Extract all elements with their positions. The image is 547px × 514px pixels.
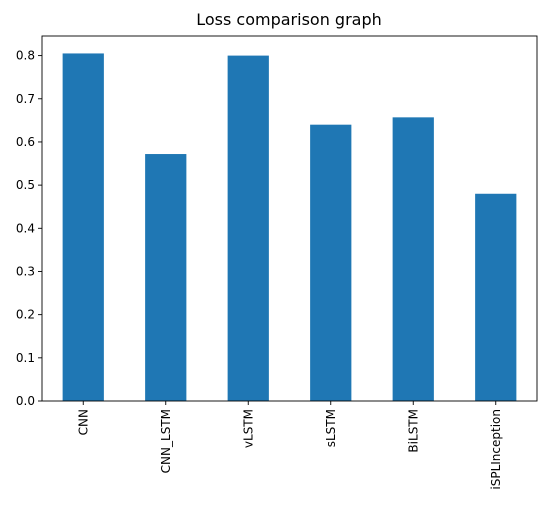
x-tick-label: iSPLInception bbox=[489, 409, 503, 490]
y-tick-label: 0.3 bbox=[16, 264, 35, 278]
bar-cnn-lstm bbox=[145, 154, 187, 401]
y-tick-label: 0.8 bbox=[16, 49, 35, 63]
y-tick-label: 0.1 bbox=[16, 351, 35, 365]
y-tick-label: 0.6 bbox=[16, 135, 35, 149]
bar-bilstm bbox=[392, 117, 434, 402]
plot-frame bbox=[41, 35, 538, 402]
bars-layer bbox=[62, 53, 517, 402]
x-tick-label: CNN_LSTM bbox=[159, 409, 173, 473]
y-tick-label: 0.7 bbox=[16, 92, 35, 106]
bar-slstm bbox=[310, 124, 352, 402]
y-tick-label: 0.4 bbox=[16, 221, 35, 235]
bar-cnn bbox=[62, 53, 104, 402]
x-tick-label: CNN bbox=[76, 409, 90, 435]
y-tick-label: 0.2 bbox=[16, 308, 35, 322]
y-tick-label: 0.5 bbox=[16, 178, 35, 192]
x-tick-label: vLSTM bbox=[241, 409, 255, 448]
y-axis: 0.0 0.1 0.2 0.3 0.4 0.5 0.6 0.7 0.8 bbox=[16, 49, 42, 408]
x-axis: CNN CNN_LSTM vLSTM sLSTM BiLSTM iSPLInception bbox=[76, 401, 503, 490]
x-tick-label: sLSTM bbox=[324, 409, 338, 447]
plot-border bbox=[41, 35, 538, 402]
bar-isplinception bbox=[475, 193, 517, 401]
y-tick-label: 0.0 bbox=[16, 394, 35, 408]
chart-title: Loss comparison graph bbox=[196, 10, 382, 29]
x-tick-label: BiLSTM bbox=[406, 409, 420, 453]
bar-vlstm bbox=[227, 55, 269, 401]
